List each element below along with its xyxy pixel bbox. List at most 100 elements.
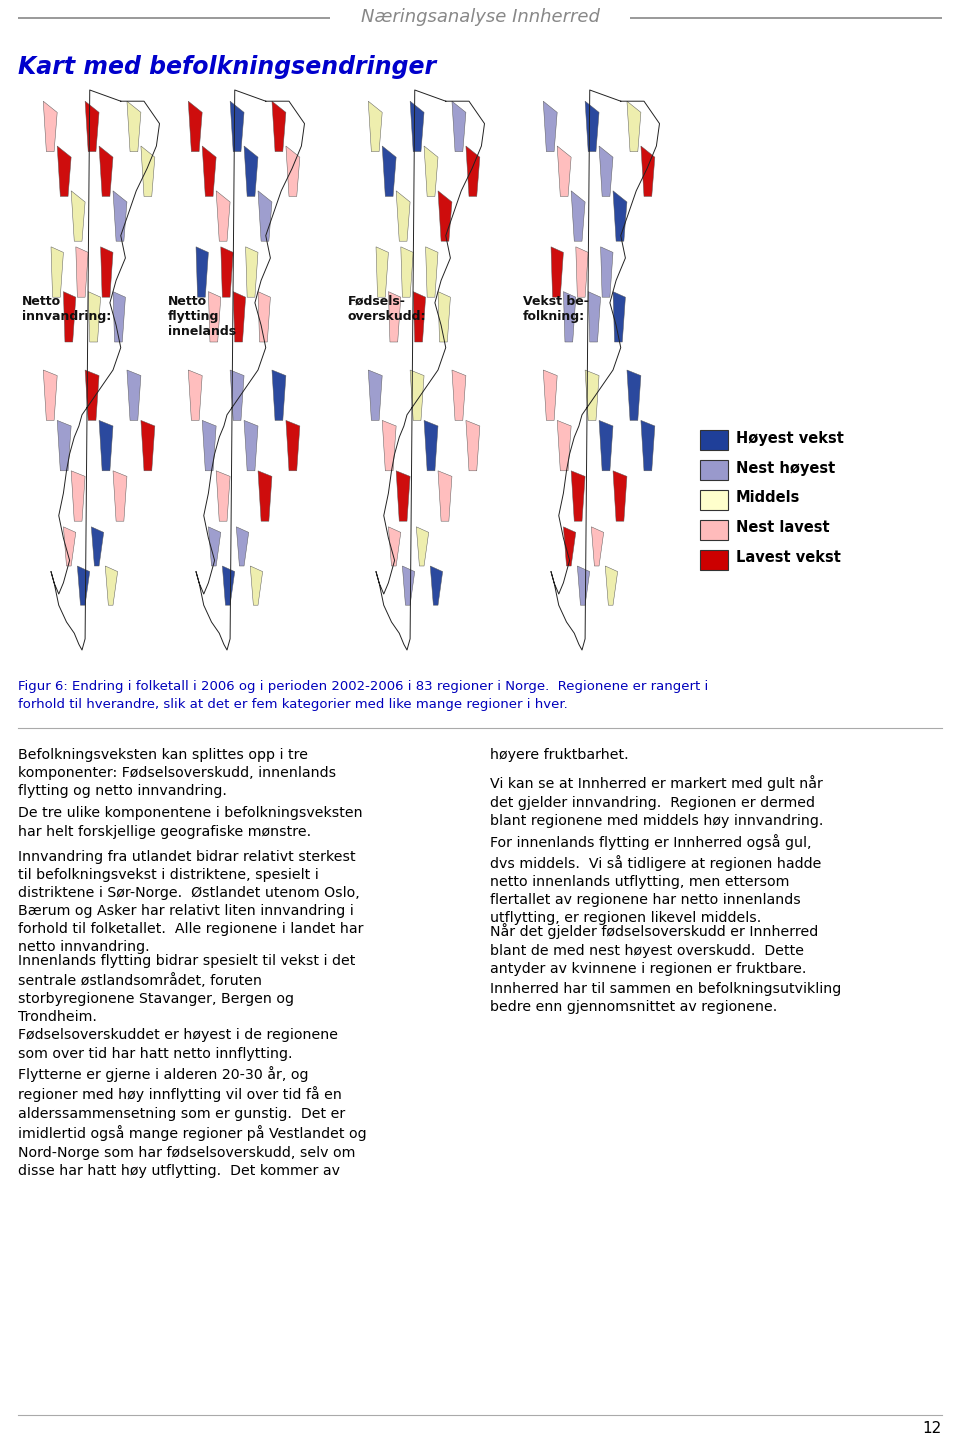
Polygon shape [246,247,258,297]
Polygon shape [389,292,401,342]
Polygon shape [591,527,604,566]
Bar [700,460,728,480]
Polygon shape [85,369,99,421]
Text: Nest høyest: Nest høyest [736,460,835,476]
Polygon shape [43,369,58,421]
Bar [700,550,728,570]
Polygon shape [258,471,272,522]
Polygon shape [101,247,113,297]
Polygon shape [543,101,557,151]
Polygon shape [571,471,585,522]
Text: Kart med befolkningsendringer: Kart med befolkningsendringer [18,55,436,79]
Polygon shape [452,369,466,421]
Text: Innvandring fra utlandet bidrar relativt sterkest
til befolkningsvekst i distrik: Innvandring fra utlandet bidrar relativt… [18,849,364,954]
Polygon shape [99,421,113,471]
Polygon shape [438,471,452,522]
Text: Netto
innvandring:: Netto innvandring: [22,295,111,323]
Polygon shape [605,566,617,605]
Polygon shape [221,247,233,297]
Polygon shape [230,101,244,151]
Polygon shape [141,421,155,471]
Text: Innenlands flytting bidrar spesielt til vekst i det
sentrale østlandsområdet, fo: Innenlands flytting bidrar spesielt til … [18,954,355,1025]
Text: Figur 6: Endring i folketall i 2006 og i perioden 2002-2006 i 83 regioner i Norg: Figur 6: Endring i folketall i 2006 og i… [18,680,708,693]
Polygon shape [141,147,155,197]
Text: Nest lavest: Nest lavest [736,520,829,536]
Polygon shape [127,369,141,421]
Polygon shape [188,369,203,421]
Polygon shape [613,471,627,522]
Polygon shape [113,471,127,522]
Polygon shape [113,292,126,342]
Polygon shape [599,421,613,471]
Polygon shape [425,247,438,297]
Polygon shape [63,527,76,566]
Text: Fødsels-
overskudd:: Fødsels- overskudd: [348,295,426,323]
Polygon shape [417,527,429,566]
Polygon shape [236,527,249,566]
Polygon shape [613,292,625,342]
Polygon shape [369,369,382,421]
Polygon shape [230,369,244,421]
Text: Lavest vekst: Lavest vekst [736,550,841,566]
Polygon shape [543,369,557,421]
Polygon shape [466,421,480,471]
Polygon shape [585,101,599,151]
Text: Vi kan se at Innherred er markert med gult når
det gjelder innvandring.  Regione: Vi kan se at Innherred er markert med gu… [490,776,824,828]
Polygon shape [258,191,272,241]
Polygon shape [286,147,300,197]
Polygon shape [58,147,71,197]
Polygon shape [208,292,221,342]
Polygon shape [58,421,71,471]
Text: Når det gjelder fødselsoverskudd er Innherred
blant de med nest høyest overskudd: Når det gjelder fødselsoverskudd er Innh… [490,924,818,976]
Polygon shape [601,247,613,297]
Polygon shape [641,147,655,197]
Polygon shape [402,566,415,605]
Polygon shape [564,527,576,566]
Polygon shape [438,292,450,342]
Polygon shape [251,566,263,605]
Polygon shape [599,147,613,197]
Polygon shape [466,147,480,197]
Bar [700,520,728,540]
Polygon shape [613,191,627,241]
Polygon shape [272,101,286,151]
Polygon shape [233,292,246,342]
Polygon shape [91,527,104,566]
Polygon shape [99,147,113,197]
Polygon shape [188,101,203,151]
Text: Høyest vekst: Høyest vekst [736,431,844,445]
Polygon shape [452,101,466,151]
Polygon shape [71,471,85,522]
Polygon shape [127,101,141,151]
Polygon shape [424,147,438,197]
Text: 12: 12 [923,1421,942,1436]
Text: For innenlands flytting er Innherred også gul,
dvs middels.  Vi så tidligere at : For innenlands flytting er Innherred ogs… [490,833,822,925]
Polygon shape [396,471,410,522]
Polygon shape [272,369,286,421]
Polygon shape [106,566,118,605]
Polygon shape [410,101,424,151]
Polygon shape [216,471,230,522]
Text: forhold til hverandre, slik at det er fem kategorier med like mange regioner i h: forhold til hverandre, slik at det er fe… [18,698,567,711]
Polygon shape [63,292,76,342]
Text: De tre ulike komponentene i befolkningsveksten
har helt forskjellige geografiske: De tre ulike komponentene i befolkningsv… [18,806,363,839]
Text: Netto
flytting
innelands: Netto flytting innelands [168,295,236,338]
Text: Vekst be-
folkning:: Vekst be- folkning: [523,295,588,323]
Text: Middels: Middels [736,490,801,506]
Polygon shape [557,147,571,197]
Polygon shape [585,369,599,421]
Polygon shape [627,101,641,151]
Polygon shape [413,292,425,342]
Text: Næringsanalyse Innherred: Næringsanalyse Innherred [361,9,599,26]
Polygon shape [627,369,641,421]
Polygon shape [401,247,413,297]
Polygon shape [571,191,585,241]
Polygon shape [396,191,410,241]
Polygon shape [576,247,588,297]
Polygon shape [43,101,58,151]
Text: Befolkningsveksten kan splittes opp i tre
komponenter: Fødselsoverskudd, innenla: Befolkningsveksten kan splittes opp i tr… [18,749,336,799]
Polygon shape [223,566,235,605]
Text: Innherred har til sammen en befolkningsutvikling
bedre enn gjennomsnittet av reg: Innherred har til sammen en befolkningsu… [490,981,841,1015]
Polygon shape [71,191,85,241]
Polygon shape [410,369,424,421]
